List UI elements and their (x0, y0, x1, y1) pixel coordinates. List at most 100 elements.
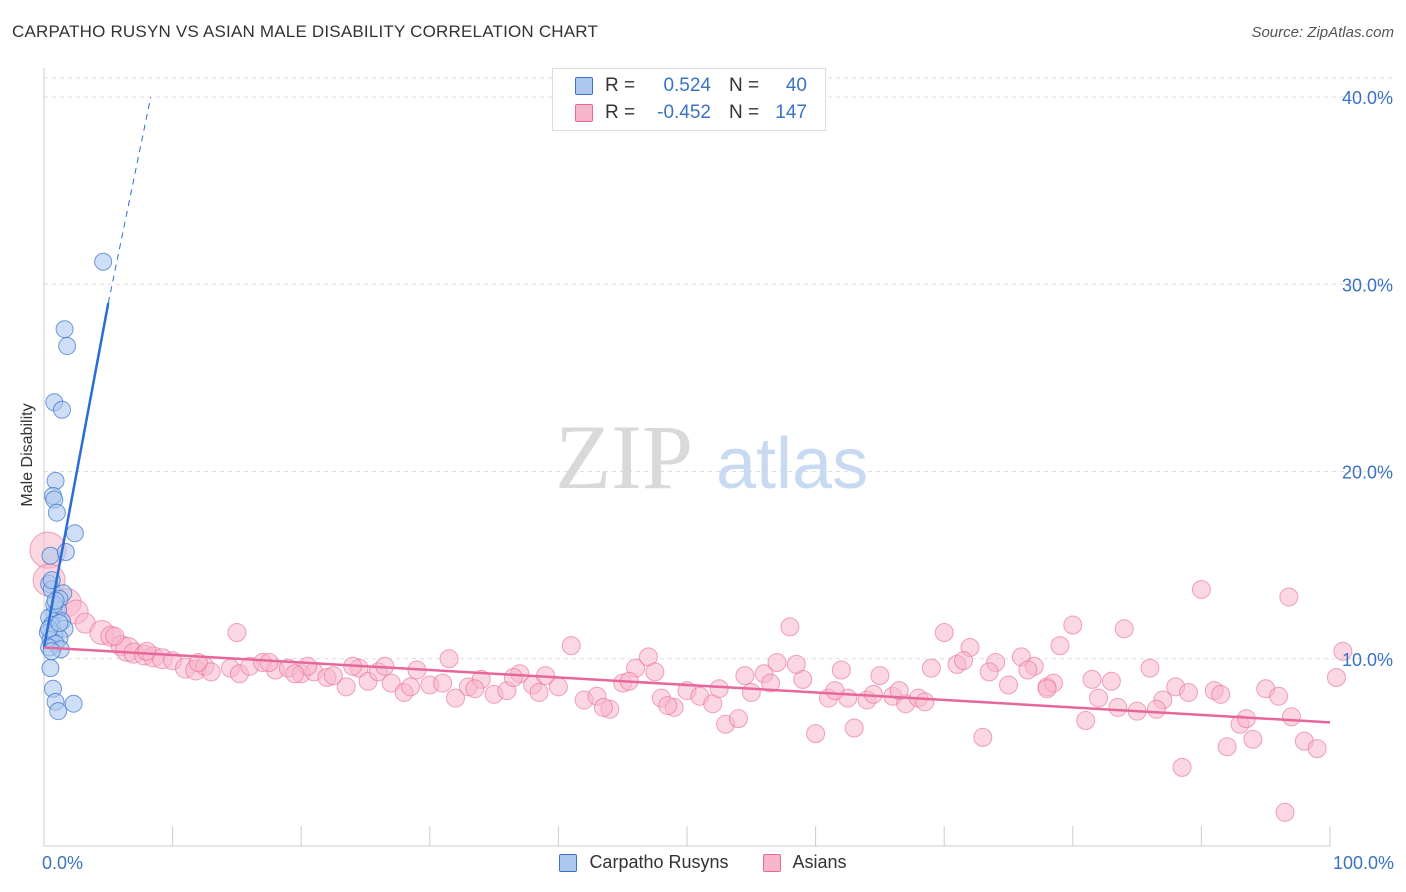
asian-point (767, 652, 787, 672)
asian-point (1279, 587, 1299, 607)
n-value: 40 (785, 75, 807, 96)
pink-swatch-icon (575, 104, 593, 122)
carpatho-rusyn-point (46, 471, 65, 490)
n-label: N = (729, 75, 760, 96)
watermark: ZIP atlas (555, 406, 868, 508)
asian-point (709, 679, 729, 699)
r-value: 0.524 (663, 75, 711, 96)
asian-point (806, 724, 826, 744)
carpatho-rusyn-point (47, 503, 66, 522)
carpatho-rusyn-point (64, 694, 83, 713)
asian-point (1275, 802, 1295, 822)
asian-point (1211, 684, 1231, 704)
carpatho-rusyn-point (42, 642, 61, 661)
asian-point (433, 673, 453, 693)
asian-point (1326, 667, 1346, 687)
carpatho-rusyn-trend-line (42, 302, 110, 648)
asian-point (1101, 671, 1121, 691)
asian-point (728, 709, 748, 729)
asian-point (844, 718, 864, 738)
asian-point (1307, 739, 1327, 759)
carpatho-rusyn-point (41, 546, 60, 565)
carpatho-rusyn-point (55, 320, 74, 339)
asian-point (1089, 688, 1109, 708)
source-label: Source: ZipAtlas.com (1251, 24, 1394, 41)
legend-item-carpatho-rusyns[interactable]: Carpatho Rusyns (559, 852, 729, 873)
carpatho-rusyn-point (49, 702, 68, 721)
asians-points (29, 531, 1353, 822)
asian-point (1146, 699, 1166, 719)
asian-point (1217, 737, 1237, 757)
asian-point (825, 681, 845, 701)
asian-point (1037, 679, 1057, 699)
asian-point (1172, 757, 1192, 777)
asian-point (1281, 707, 1301, 727)
trend-lines (42, 96, 1331, 724)
asian-point (439, 649, 459, 669)
asian-point (105, 626, 125, 646)
r-label: R = (605, 102, 636, 123)
asian-point (786, 654, 806, 674)
asian-point (1114, 619, 1134, 639)
asian-point (921, 658, 941, 678)
asian-point (1269, 686, 1289, 706)
correlation-legend: R = 0.524 N = 40 R = -0.452 N = 147 (552, 68, 826, 131)
carpatho-rusyn-point (58, 337, 77, 356)
asian-point (465, 679, 485, 699)
asian-point (915, 692, 935, 712)
legend-row-asians: R = -0.452 N = 147 (575, 101, 807, 125)
pink-swatch-icon (762, 853, 781, 872)
carpatho-rusyn-point (53, 400, 72, 419)
legend-item-asians[interactable]: Asians (762, 852, 847, 873)
n-label: N = (729, 102, 760, 123)
asian-point (780, 617, 800, 637)
carpatho-rusyn-point (46, 591, 65, 610)
asian-point (979, 662, 999, 682)
asian-point (401, 677, 421, 697)
series-legend: Carpatho Rusyns Asians (0, 852, 1406, 873)
asian-point (137, 641, 157, 661)
axis-layer (43, 68, 1331, 847)
asian-point (381, 673, 401, 693)
asian-point (1018, 660, 1038, 680)
asian-point (1243, 729, 1263, 749)
watermark-atlas: atlas (716, 424, 868, 504)
asian-point (999, 675, 1018, 695)
asian-point (953, 651, 973, 671)
asian-point (1076, 711, 1096, 731)
asian-point (1108, 697, 1128, 717)
asian-point (973, 727, 993, 747)
asian-point (336, 677, 356, 697)
asian-point (593, 697, 613, 717)
asian-point (323, 666, 343, 686)
r-value: -0.452 (657, 102, 711, 123)
asian-point (561, 636, 581, 656)
asian-point (1191, 579, 1211, 599)
carpatho-rusyn-point (41, 659, 60, 678)
asian-point (529, 682, 549, 702)
asian-point (645, 662, 665, 682)
asian-point (259, 652, 279, 672)
r-label: R = (605, 75, 636, 96)
x-tick-label-min: 0.0% (42, 853, 84, 873)
asian-point (503, 667, 523, 687)
asian-point (1179, 682, 1199, 702)
y-tick-label: 40.0% (1342, 88, 1393, 108)
asian-point (1140, 658, 1160, 678)
carpatho-rusyn-trend-extension (107, 96, 152, 304)
asian-point (1082, 669, 1102, 689)
y-tick-label: 20.0% (1342, 463, 1393, 483)
carpatho-rusyn-point (65, 524, 84, 543)
y-tick-label: 30.0% (1342, 275, 1393, 295)
asian-point (1063, 615, 1083, 635)
carpatho-rusyn-point (94, 252, 113, 271)
y-tick-labels: 10.0% 20.0% 30.0% 40.0% (1342, 88, 1393, 670)
asian-point (227, 623, 247, 643)
x-tick-label-max: 100.0% (1332, 853, 1394, 873)
blue-swatch-icon (559, 853, 578, 872)
asian-point (446, 688, 466, 708)
grid-layer (44, 77, 1395, 660)
carpatho-rusyn-point (50, 614, 69, 633)
asian-point (201, 662, 221, 682)
